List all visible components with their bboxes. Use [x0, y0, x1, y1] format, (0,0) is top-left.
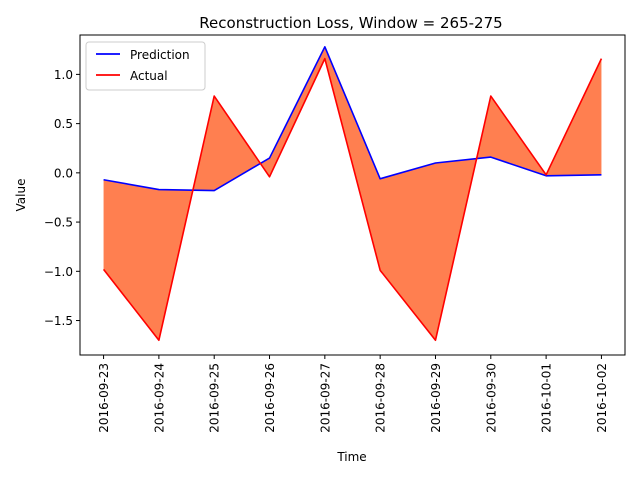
x-tick-label: 2016-09-26: [263, 363, 277, 433]
y-tick-label: −1.5: [44, 314, 73, 328]
legend: Prediction Actual: [86, 42, 205, 90]
legend-actual-label: Actual: [130, 69, 168, 83]
x-tick-label: 2016-09-23: [97, 363, 111, 433]
chart-title: Reconstruction Loss, Window = 265-275: [199, 14, 502, 32]
x-tick-label: 2016-09-29: [429, 363, 443, 433]
y-tick-label: 1.0: [54, 68, 73, 82]
x-tick-label: 2016-09-27: [318, 363, 332, 433]
y-axis-label: Value: [14, 179, 28, 212]
y-tick-label: −1.0: [44, 265, 73, 279]
legend-prediction-label: Prediction: [130, 48, 190, 62]
x-tick-label: 2016-10-01: [540, 363, 554, 433]
fill-between-area: [104, 47, 602, 340]
x-tick-label: 2016-10-02: [595, 363, 609, 433]
y-tick-label: −0.5: [44, 216, 73, 230]
x-tick-label: 2016-09-28: [374, 363, 388, 433]
y-tick-label: 0.5: [54, 117, 73, 131]
x-axis-label: Time: [336, 450, 366, 464]
x-tick-label: 2016-09-24: [152, 363, 166, 433]
x-tick-label: 2016-09-30: [484, 363, 498, 433]
x-tick-label: 2016-09-25: [208, 363, 222, 433]
y-tick-label: 0.0: [54, 166, 73, 180]
